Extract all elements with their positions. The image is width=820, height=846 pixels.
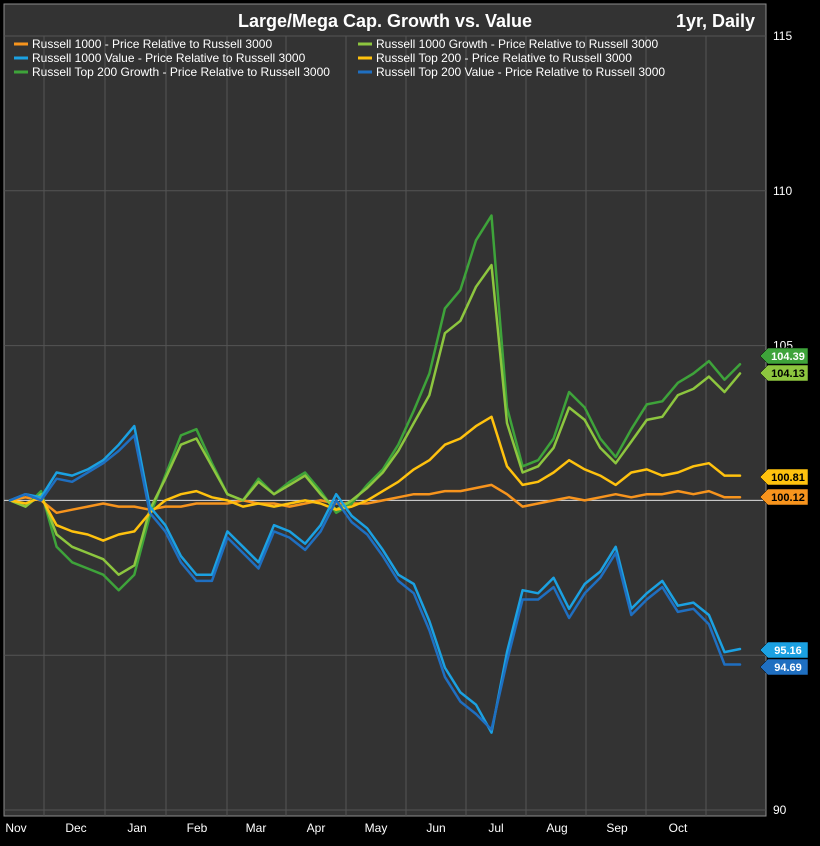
x-tick-label: Jan: [127, 821, 146, 835]
x-tick-label: Mar: [246, 821, 267, 835]
end-label-2: 95.16: [759, 641, 809, 659]
end-label-value: 95.16: [774, 645, 802, 657]
end-label-value: 94.69: [774, 662, 802, 674]
end-label-tag: [759, 658, 809, 676]
y-tick-label: 110: [773, 184, 792, 198]
series-lines: [8, 214, 742, 734]
legend-label: Russell Top 200 Value - Price Relative t…: [376, 65, 665, 79]
x-tick-label: Feb: [187, 821, 208, 835]
end-label-tag: [759, 488, 809, 506]
legend-label: Russell Top 200 - Price Relative to Russ…: [376, 51, 632, 65]
legend-item-1: Russell 1000 - Price Relative to Russell…: [14, 37, 272, 51]
series-line-1: [8, 483, 742, 515]
end-label-value: 100.12: [771, 492, 805, 504]
end-label-value: 104.13: [771, 368, 805, 380]
legend-item-5: Russell Top 200 - Price Relative to Russ…: [358, 51, 632, 65]
x-axis-ticks: Nov Dec Jan Feb Mar Apr May Jun Jul Aug Sep Oct: [5, 821, 688, 835]
chart-title: Large/Mega Cap. Growth vs. Value: [238, 11, 532, 31]
legend-item-4: Russell 1000 Growth - Price Relative to …: [358, 37, 658, 51]
x-tick-label: Jul: [488, 821, 503, 835]
end-label-tag: [759, 347, 809, 365]
end-label-tag: [759, 468, 809, 486]
end-labels: 104.39 104.13 100.81 100.12 95.16 94.69: [759, 347, 809, 676]
end-label-tag: [759, 641, 809, 659]
end-label-5: 100.81: [759, 468, 809, 486]
legend-item-3: Russell Top 200 Growth - Price Relative …: [14, 65, 330, 79]
end-label-3: 104.39: [759, 347, 809, 365]
legend-label: Russell 1000 Growth - Price Relative to …: [376, 37, 658, 51]
x-tick-label: Sep: [606, 821, 628, 835]
legend-label: Russell Top 200 Growth - Price Relative …: [32, 65, 330, 79]
series-line-5: [8, 415, 742, 542]
x-tick-label: Oct: [669, 821, 688, 835]
x-tick-label: Aug: [546, 821, 567, 835]
y-tick-label: 90: [773, 803, 787, 817]
legend: Russell 1000 - Price Relative to Russell…: [14, 37, 665, 79]
end-label-value: 100.81: [771, 472, 805, 484]
x-tick-label: Jun: [426, 821, 445, 835]
legend-item-2: Russell 1000 Value - Price Relative to R…: [14, 51, 306, 65]
plot-area: [3, 3, 767, 817]
end-label-4: 104.13: [759, 364, 809, 382]
x-tick-label: Dec: [65, 821, 86, 835]
period-label: 1yr, Daily: [676, 11, 755, 31]
x-tick-label: Nov: [5, 821, 26, 835]
series-line-2: [8, 424, 742, 734]
x-tick-label: Apr: [307, 821, 326, 835]
y-tick-label: 115: [773, 29, 792, 43]
legend-item-6: Russell Top 200 Value - Price Relative t…: [358, 65, 665, 79]
end-label-value: 104.39: [771, 351, 805, 363]
series-line-3: [8, 214, 742, 592]
legend-label: Russell 1000 - Price Relative to Russell…: [32, 37, 272, 51]
series-line-6: [8, 434, 742, 731]
x-tick-label: May: [365, 821, 388, 835]
end-label-tag: [759, 364, 809, 382]
series-line-4: [8, 263, 742, 576]
legend-label: Russell 1000 Value - Price Relative to R…: [32, 51, 306, 65]
end-label-6: 94.69: [759, 658, 809, 676]
end-label-1: 100.12: [759, 488, 809, 506]
